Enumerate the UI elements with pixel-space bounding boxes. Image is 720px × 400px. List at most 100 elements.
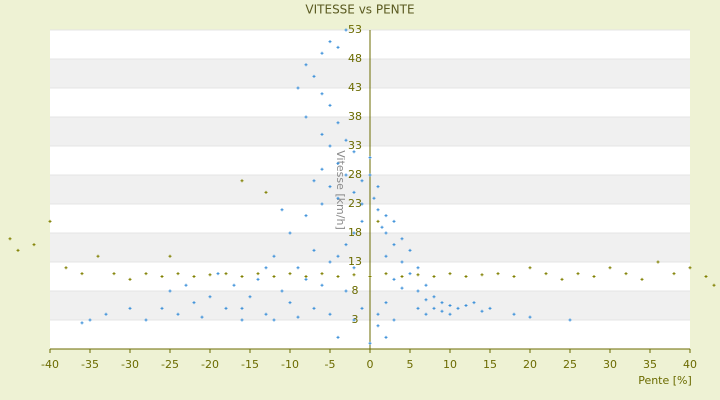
point: [248, 295, 252, 299]
point: [288, 231, 292, 235]
point: [344, 243, 348, 247]
point: [280, 208, 284, 212]
point: [592, 275, 596, 278]
y-tick-label: 28: [348, 168, 362, 181]
point: [328, 144, 332, 148]
point: [272, 275, 276, 278]
x-tick-label: 10: [443, 358, 457, 371]
x-tick-label: 20: [523, 358, 537, 371]
point: [344, 138, 348, 142]
point: [360, 306, 364, 310]
point: [336, 196, 340, 200]
point: [304, 275, 308, 278]
point: [384, 335, 388, 339]
point: [208, 295, 212, 299]
point: [328, 103, 332, 107]
point: [200, 315, 204, 319]
point: [224, 306, 228, 310]
point: [112, 272, 116, 276]
point: [304, 277, 308, 281]
point: [352, 266, 356, 270]
x-tick-label: 25: [563, 358, 577, 371]
point: [312, 306, 316, 310]
x-tick-label: 5: [407, 358, 414, 371]
point: [384, 301, 388, 305]
point: [448, 304, 452, 307]
point: [288, 301, 292, 305]
point: [432, 275, 436, 278]
point: [368, 275, 372, 278]
point: [456, 306, 460, 310]
point: [416, 289, 420, 293]
point: [424, 298, 428, 302]
point: [368, 156, 372, 160]
point: [400, 286, 404, 290]
point: [272, 254, 276, 258]
point: [344, 28, 348, 32]
x-tick-label: -40: [41, 358, 59, 371]
point: [712, 283, 716, 287]
point: [352, 318, 356, 322]
point: [272, 318, 276, 322]
point: [160, 306, 164, 310]
point: [144, 272, 148, 276]
point: [104, 312, 108, 316]
chart-title: VITESSE vs PENTE: [305, 3, 414, 17]
point: [320, 272, 324, 276]
point: [336, 45, 340, 49]
point: [352, 231, 356, 235]
point: [176, 312, 180, 316]
point: [408, 248, 412, 252]
point: [368, 173, 372, 177]
point: [440, 301, 444, 305]
point: [264, 190, 268, 194]
point: [32, 243, 36, 247]
point: [144, 318, 148, 322]
point: [256, 277, 260, 281]
point: [640, 277, 644, 281]
point: [372, 196, 376, 200]
point: [336, 161, 340, 165]
x-axis-title: Pente [%]: [638, 374, 692, 387]
point: [336, 335, 340, 339]
point: [328, 40, 332, 44]
point: [624, 272, 628, 276]
point: [608, 266, 612, 270]
x-tick-label: -20: [201, 358, 219, 371]
point: [480, 273, 484, 277]
point: [8, 237, 12, 241]
point: [352, 150, 356, 154]
point: [392, 277, 396, 281]
point: [568, 318, 572, 322]
point: [296, 266, 300, 270]
point: [304, 214, 308, 218]
y-tick-label: 23: [348, 197, 362, 210]
point: [384, 231, 388, 235]
point: [488, 306, 492, 310]
point: [496, 272, 500, 276]
x-tick-label: 35: [643, 358, 657, 371]
point: [352, 190, 356, 194]
point: [376, 324, 380, 328]
point: [392, 219, 396, 223]
point: [168, 289, 172, 293]
point: [216, 272, 220, 276]
point: [344, 173, 348, 177]
point: [360, 202, 364, 206]
point: [320, 132, 324, 136]
y-tick-label: 8: [352, 284, 359, 297]
x-tick-label: 15: [483, 358, 497, 371]
point: [512, 275, 516, 278]
point: [264, 266, 268, 270]
point: [88, 318, 92, 322]
point: [184, 283, 188, 287]
point: [384, 214, 388, 218]
point: [480, 309, 484, 313]
point: [360, 179, 364, 183]
point: [656, 260, 660, 264]
point: [376, 219, 380, 223]
point: [320, 92, 324, 96]
point: [312, 248, 316, 252]
point: [380, 225, 384, 229]
